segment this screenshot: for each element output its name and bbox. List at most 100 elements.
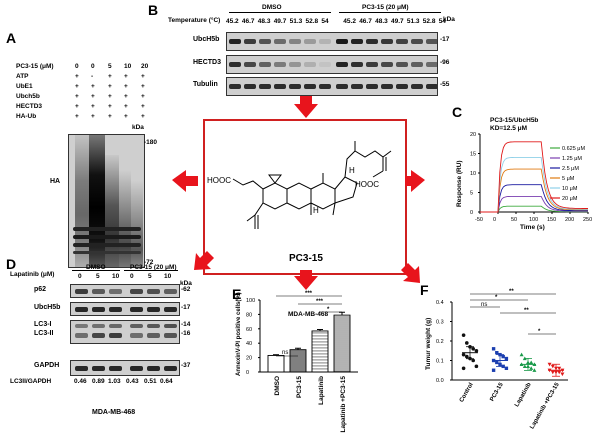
panel-a-cell: + [108,73,112,80]
panel-d-band [109,333,122,338]
panel-c-legend-label: 1.25 μM [562,156,582,162]
panel-c-xlabel: Time (s) [520,224,545,231]
panel-b-temp: 46.7 [241,18,255,25]
panel-a-cell: + [108,93,112,100]
panel-c-y-tick-label: 0 [470,210,473,216]
panel-d-blot [70,320,180,344]
panel-e-ylabel: AnnexinV-PI positive cells(%) [236,292,242,376]
panel-a-cell: 20 [141,63,149,70]
panel-d-band [109,306,122,312]
panel-d-ratio: 0.64 [160,378,173,385]
panel-b-blot-name: HECTD3 [193,59,222,66]
panel-b-band [411,62,423,67]
panel-e-ns-label: ns [282,350,288,356]
panel-a-cell: + [108,103,112,110]
panel-b-band [351,84,363,89]
panel-d-ratio: 1.03 [108,378,121,385]
panel-a-row-label: UbE1 [16,83,33,90]
panel-d-group-pc315: PC3-15 (20 μM) [130,264,177,271]
panel-f-point [560,372,565,377]
panel-a-cell: + [75,93,79,100]
panel-b-band [244,39,256,44]
panel-d-lapatinib-label: Lapatinib (μM) [10,271,55,278]
panel-d-band [147,333,160,338]
panel-f-point [495,351,499,355]
panel-b-blot [226,55,438,74]
panel-a-cell: 10 [124,63,132,70]
panel-e-y-tick-label: 40 [246,341,252,347]
panel-f-point [501,354,505,359]
panel-e-title: MDA-MB-468 [288,311,328,318]
panel-f-point [547,362,552,367]
panel-f-y-tick-label: 0.0 [436,378,444,384]
panel-b-temp: 45.2 [226,18,239,25]
panel-d-band [92,333,105,338]
panel-f-category: Lapatinib [514,382,533,408]
panel-f-category: Control [459,382,475,404]
panel-d-marker: -17 [181,304,191,311]
panel-b-band [426,62,437,67]
panel-d-band [147,288,160,294]
panel-b-band [426,84,437,89]
panel-f-ylabel: Tumur weight (g) [425,318,432,370]
panel-d-band [147,306,160,312]
arrow-right-icon [405,170,425,192]
panel-c-y-tick-label: 15 [470,152,476,158]
panel-e-category: DMSO [274,376,281,396]
panel-e-bar [289,349,307,373]
panel-c-legend-label: 2.5 μM [562,166,579,172]
panel-a-cell: + [124,93,128,100]
panel-d-band [92,324,105,328]
panel-b-band [319,62,331,67]
panel-f-point [504,366,509,370]
panel-f-point [532,368,537,372]
panel-b-band [396,39,408,44]
panel-d-band [92,306,105,312]
panel-a-cell: + [75,83,79,90]
panel-a-cell: + [108,113,112,120]
panel-a-cell: + [75,103,79,110]
panel-e-chart: MDA-MB-468 0 20 40 60 80 100 AnnexinV-PI positi… [236,291,358,433]
panel-a-cell: + [124,83,128,90]
panel-b-band [289,39,301,44]
panel-d-ratio-label: LC3II/GAPDH [10,378,52,385]
panel-e-y-tick-label: 60 [246,327,252,333]
panel-a-cell: + [124,73,128,80]
panel-b-band [351,39,363,44]
panel-d-band [164,324,177,328]
panel-b-group-dmso: DMSO [262,4,282,11]
panel-b-band [396,62,408,67]
panel-b-band [259,62,271,67]
panel-b-band [289,84,301,89]
panel-d-ratio: 0.51 [144,378,157,385]
panel-f-point [491,368,496,372]
panel-d-band [109,288,122,294]
panel-d-band [109,365,122,371]
panel-a-cell: + [124,103,128,110]
panel-d-band [130,333,143,338]
panel-e-label: E [232,286,242,302]
panel-f-point [529,360,534,365]
panel-d-marker: -37 [181,362,191,369]
panel-b-band [411,84,423,89]
panel-e-y-tick-label: 80 [246,312,252,318]
panel-b-temp: 54 [321,18,329,25]
panel-b-band [244,62,256,67]
panel-b-band [396,84,408,89]
panel-b-band [259,39,271,44]
panel-e-sig-label: * [327,307,330,313]
panel-d-dose: 5 [96,273,100,280]
panel-b-band [336,39,348,44]
panel-c-x-tick-label: -50 [475,217,483,223]
panel-f-point [465,354,469,359]
compound-name: PC3-15 [289,253,323,264]
h-label-2: H [313,206,319,215]
panel-c-legend-label: 20 μM [562,196,578,202]
panel-c-x-tick-label: 50 [511,217,517,223]
panel-e-bar [333,314,351,373]
panel-d-marker: -14 [181,321,191,328]
panel-a-marker-180: -180 [144,139,158,146]
panel-f-point [471,347,475,351]
panel-d-band [130,288,143,294]
